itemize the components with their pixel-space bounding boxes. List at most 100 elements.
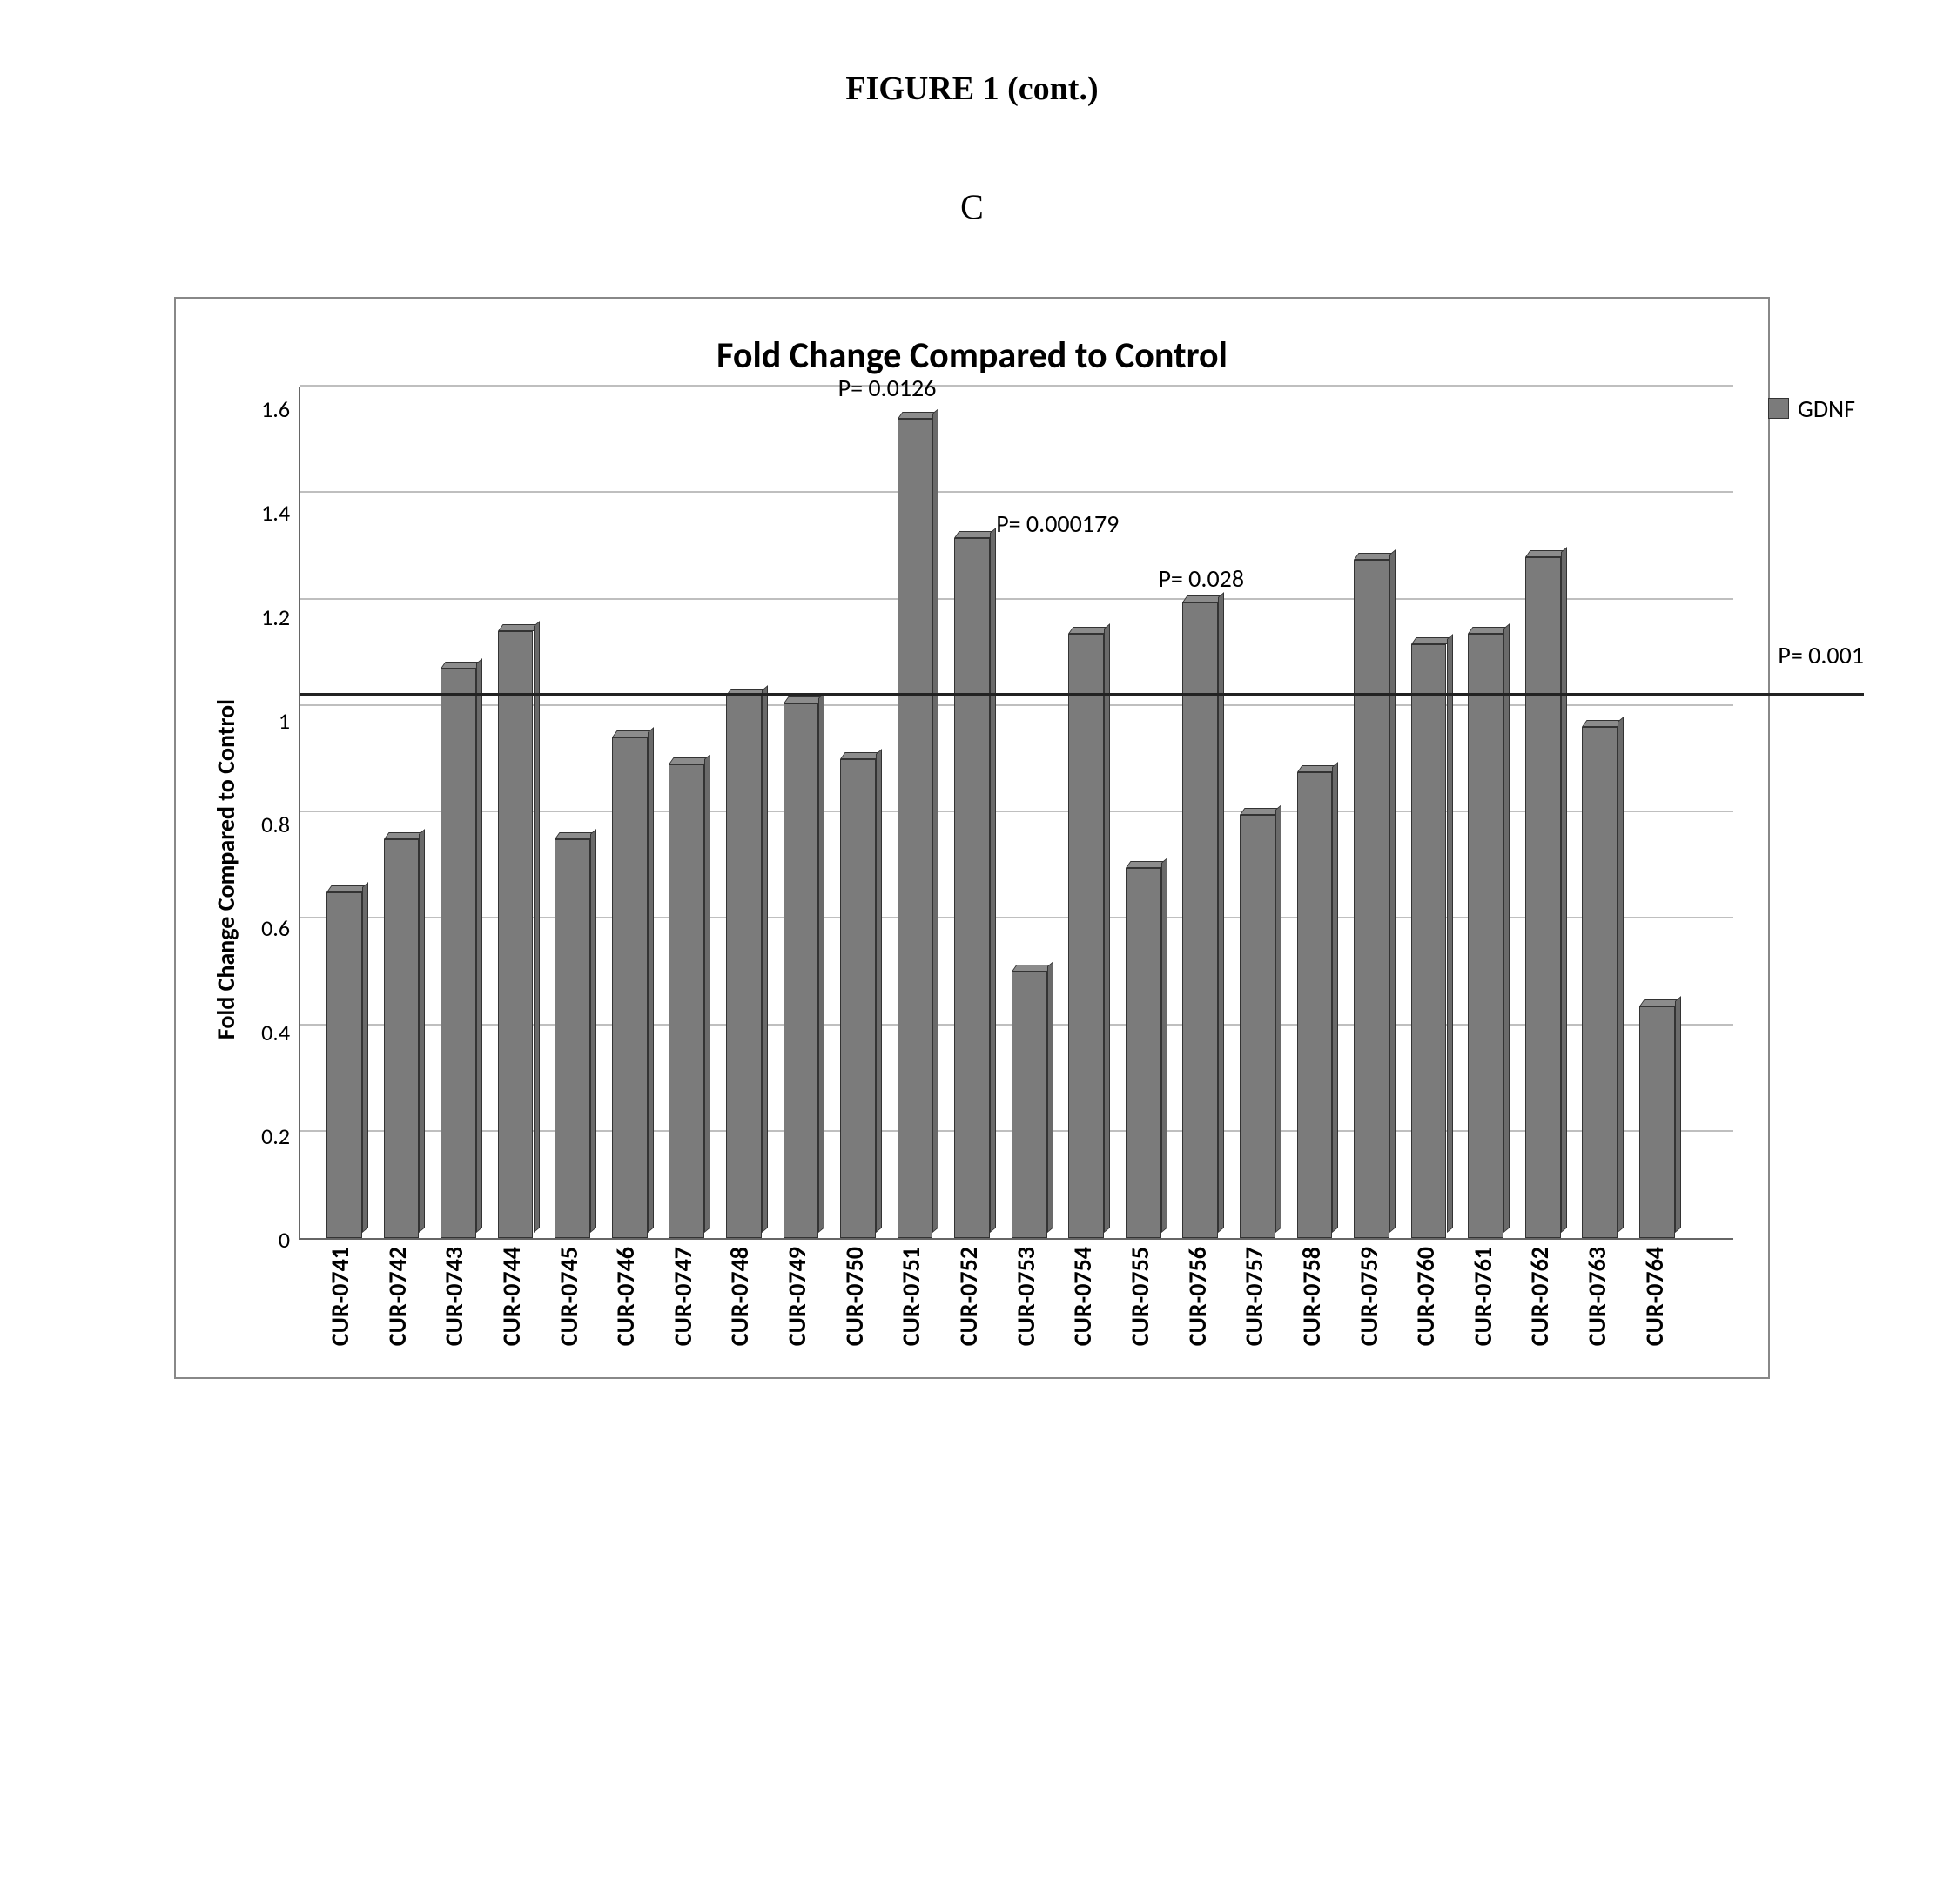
x-tick-label: CUR-0752 [953, 1247, 995, 1351]
bar-slot [1182, 387, 1224, 1238]
bar-front-face [726, 696, 762, 1238]
bar-top-face [1126, 861, 1166, 868]
bar-front-face [498, 631, 534, 1238]
bar-side-face [1161, 858, 1167, 1233]
x-tick-label: CUR-0751 [896, 1247, 938, 1351]
bar-top-face [1240, 808, 1280, 815]
bar-top-face [1468, 627, 1508, 634]
bar-front-face [384, 839, 420, 1238]
x-tick-label: CUR-0742 [382, 1247, 424, 1351]
bar-side-face [1503, 623, 1510, 1233]
x-tick-label: CUR-0743 [439, 1247, 481, 1351]
bar-top-face [1354, 553, 1394, 560]
bar-side-face [476, 658, 482, 1233]
bar-top-face [954, 531, 994, 538]
bar-front-face [1297, 772, 1333, 1238]
bar-side-face [1389, 549, 1396, 1233]
x-tick-label: CUR-0764 [1639, 1247, 1681, 1351]
y-tick-label: 1.2 [246, 606, 290, 629]
bar [1012, 972, 1053, 1238]
x-tick-label: CUR-0746 [610, 1247, 652, 1351]
bar [1468, 634, 1510, 1238]
bar-side-face [1447, 634, 1453, 1233]
legend-label: GDNF [1798, 394, 1855, 424]
bar [840, 759, 882, 1238]
bar [1240, 815, 1281, 1238]
x-tick-label: CUR-0754 [1067, 1247, 1109, 1351]
y-tick-label: 0.6 [246, 917, 290, 939]
bar [726, 696, 768, 1238]
bar [1582, 727, 1624, 1238]
x-tick-label: CUR-0745 [554, 1247, 595, 1351]
bar-side-face [1104, 623, 1110, 1233]
chart-title: Fold Change Compared to Control [211, 333, 1733, 378]
bar-front-face [1182, 602, 1218, 1238]
chart-frame: Fold Change Compared to Control Fold Cha… [174, 297, 1770, 1379]
bar-top-face [441, 662, 481, 669]
x-tick-label: CUR-0750 [839, 1247, 881, 1351]
bar-front-face [1639, 1006, 1675, 1238]
bar-top-face [1297, 765, 1337, 772]
p-value-annotation: P= 0.0126 [838, 373, 937, 403]
x-tick-label: CUR-0763 [1582, 1247, 1624, 1351]
y-tick-label: 1 [246, 710, 290, 732]
p-value-annotation: P= 0.028 [1158, 563, 1244, 594]
bar [1068, 634, 1110, 1238]
bar-top-face [326, 885, 367, 892]
bar-side-face [818, 693, 824, 1233]
bar [384, 839, 426, 1238]
bar-side-face [1275, 804, 1281, 1233]
y-axis-ticks: 1.61.41.210.80.60.40.20 [246, 387, 299, 1240]
legend: GDNF [1768, 394, 1855, 424]
bar-front-face [898, 419, 933, 1238]
bar-slot [726, 387, 768, 1238]
x-tick-label: CUR-0762 [1524, 1247, 1566, 1351]
bar-side-face [1332, 762, 1338, 1233]
bar-slot [326, 387, 368, 1238]
bar-top-face [840, 752, 880, 759]
bar [784, 703, 825, 1238]
bar-front-face [1068, 634, 1104, 1238]
bar-slot [954, 387, 996, 1238]
x-tick-label: CUR-0758 [1296, 1247, 1338, 1351]
bar [669, 764, 710, 1238]
bar-front-face [840, 759, 876, 1238]
bar-front-face [1582, 727, 1618, 1238]
bar-slot [612, 387, 654, 1238]
bar-front-face [1126, 868, 1161, 1238]
bar-side-face [1675, 996, 1681, 1233]
bar-top-face [612, 730, 652, 737]
bar-slot [1354, 387, 1396, 1238]
bar [326, 892, 368, 1238]
bar-front-face [1240, 815, 1275, 1238]
bar-top-face [669, 757, 709, 764]
bar-front-face [612, 737, 648, 1238]
bar-side-face [590, 829, 596, 1233]
bar-slot [555, 387, 596, 1238]
bar-slot [1297, 387, 1339, 1238]
x-tick-label: CUR-0759 [1354, 1247, 1396, 1351]
bar-side-face [990, 528, 996, 1233]
bar-top-face [1411, 637, 1451, 644]
bar-front-face [555, 839, 590, 1238]
y-tick-label: 0 [246, 1228, 290, 1251]
bar [1354, 560, 1396, 1238]
figure-caption: FIGURE 1 (cont.) [174, 70, 1770, 108]
x-tick-label: CUR-0753 [1011, 1247, 1053, 1351]
x-tick-label: CUR-0757 [1239, 1247, 1281, 1351]
bar-top-face [1182, 595, 1222, 602]
bar [954, 538, 996, 1238]
bar [612, 737, 654, 1238]
bar [555, 839, 596, 1238]
x-tick-label: CUR-0761 [1468, 1247, 1510, 1351]
bar-front-face [1525, 557, 1561, 1238]
bar [1182, 602, 1224, 1238]
bar-side-face [876, 749, 882, 1233]
bar-side-face [419, 829, 425, 1233]
bar-slot [784, 387, 825, 1238]
y-axis-title: Fold Change Compared to Control [211, 699, 241, 1039]
bar-side-face [1618, 717, 1624, 1233]
bar-front-face [954, 538, 990, 1238]
p-value-annotation: P= 0.000179 [996, 508, 1119, 539]
bar-slot [441, 387, 482, 1238]
